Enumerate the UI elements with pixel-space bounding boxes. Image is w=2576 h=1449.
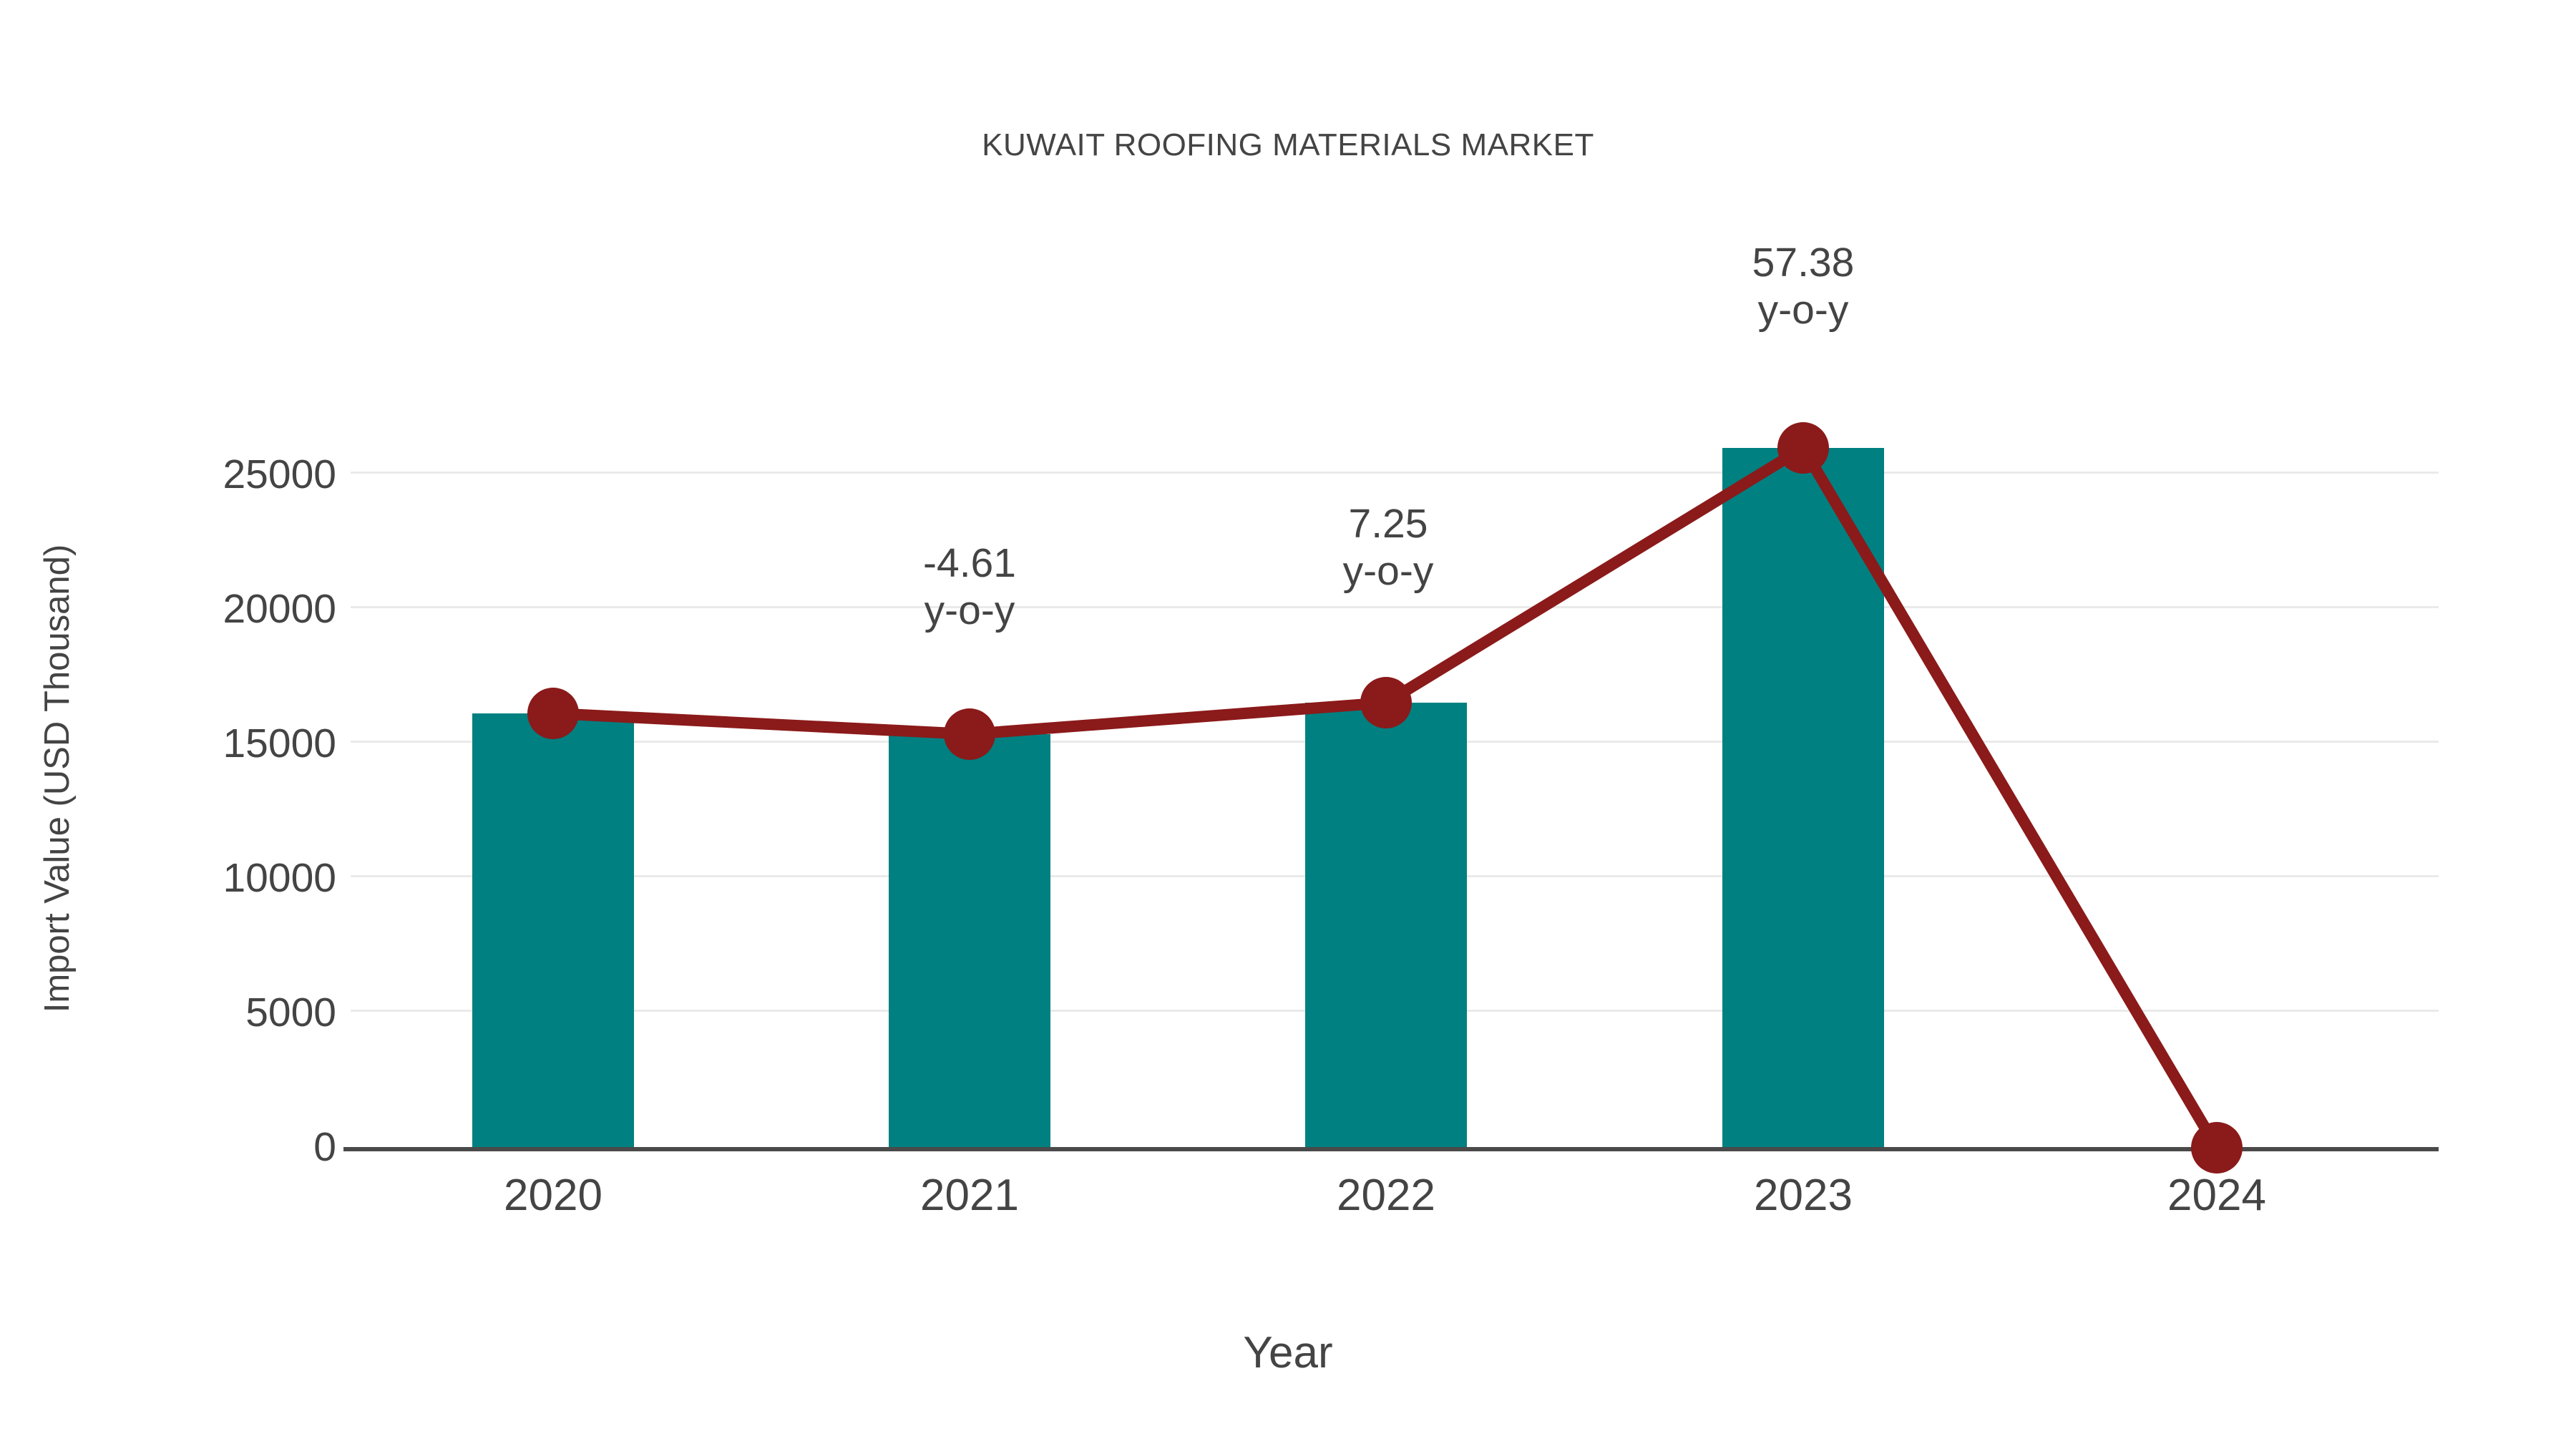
- y-tick-label-25000: 25000: [223, 452, 336, 497]
- annotation-2022: 7.25 y-o-y: [1202, 501, 1574, 595]
- x-axis-title: Year: [1243, 1328, 1333, 1377]
- y-tick-label-0: 0: [313, 1124, 336, 1170]
- bar-2021[interactable]: [889, 734, 1050, 1148]
- gridline-25000: [351, 472, 2439, 474]
- y-tick-label-10000: 10000: [223, 855, 336, 901]
- bar-2020[interactable]: [472, 713, 634, 1148]
- annotation-2021-unit: y-o-y: [924, 587, 1015, 633]
- annotation-2022-unit: y-o-y: [1342, 547, 1434, 594]
- x-axis-line: [343, 1147, 2439, 1151]
- y-tick-label-5000: 5000: [245, 990, 336, 1035]
- annotation-2023: 57.38 y-o-y: [1617, 240, 1989, 333]
- y-tick-label-20000: 20000: [223, 586, 336, 632]
- annotation-2021-value: -4.61: [923, 540, 1016, 586]
- x-tick-label-2020: 2020: [504, 1171, 602, 1220]
- bar-2023[interactable]: [1722, 448, 1884, 1148]
- bar-2022[interactable]: [1305, 703, 1467, 1148]
- x-tick-label-2023: 2023: [1754, 1171, 1853, 1220]
- annotation-2021: -4.61 y-o-y: [784, 540, 1156, 634]
- y-tick-label-15000: 15000: [223, 721, 336, 766]
- annotation-2022-value: 7.25: [1348, 501, 1428, 547]
- plot-area: [343, 215, 2439, 1152]
- y-axis-title: Import Value (USD Thousand): [38, 544, 77, 1013]
- x-tick-label-2024: 2024: [2167, 1171, 2266, 1220]
- gridline-20000: [351, 606, 2439, 608]
- x-tick-label-2022: 2022: [1337, 1171, 1435, 1220]
- annotation-2023-value: 57.38: [1752, 240, 1855, 286]
- chart-title: KUWAIT ROOFING MATERIALS MARKET: [982, 127, 1594, 162]
- x-tick-label-2021: 2021: [920, 1171, 1019, 1220]
- annotation-2023-unit: y-o-y: [1757, 286, 1849, 333]
